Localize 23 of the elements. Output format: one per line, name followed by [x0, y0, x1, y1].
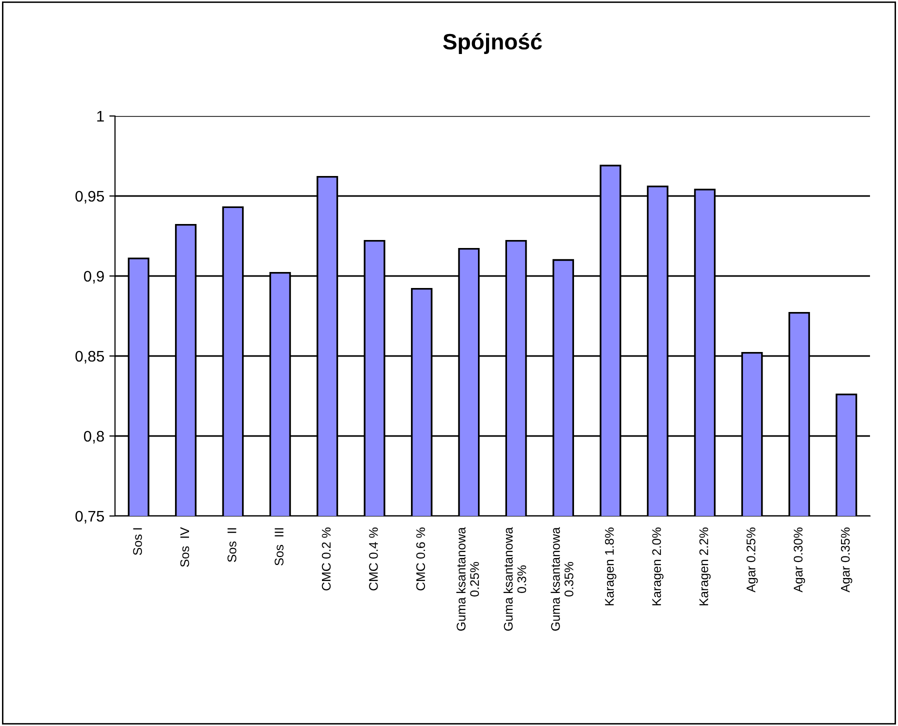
x-tick-label: CMC 0.6 %	[416, 528, 426, 590]
x-tick-label: Agar 0.35%	[840, 528, 852, 592]
x-tick-label: Karagen 1.8%	[604, 528, 616, 606]
y-tick-label: 0,85	[75, 350, 104, 364]
x-tick-label: Guma ksantanowa 0.25%	[456, 527, 479, 631]
y-tick-label: 0,75	[75, 510, 104, 524]
x-tick-label: Sos III	[274, 528, 284, 566]
x-tick-label: Karagen 2.0%	[652, 528, 664, 606]
y-tick-label: 0,95	[75, 190, 104, 204]
x-tick-label: Guma ksantanowa 0.3%	[504, 527, 526, 631]
x-tick-label: Sos I	[133, 528, 142, 556]
x-tick-label: Sos II	[227, 528, 236, 562]
x-tick-label: CMC 0.4 %	[369, 528, 378, 590]
x-tick-label: Karagen 2.2%	[699, 528, 711, 606]
y-tick-label: 1	[97, 111, 104, 122]
y-tick-label: 0,8	[84, 430, 104, 444]
x-tick-label: Agar 0.25%	[746, 528, 758, 592]
x-tick-label: Guma ksantanowa 0.35%	[550, 527, 574, 631]
x-tick-label: CMC 0.2 %	[322, 528, 331, 590]
y-tick-label: 0,9	[84, 270, 104, 284]
chart-title: Spójność	[443, 33, 542, 54]
x-tick-label: Sos IV	[180, 527, 190, 567]
x-tick-label: Agar 0.30%	[794, 528, 806, 592]
